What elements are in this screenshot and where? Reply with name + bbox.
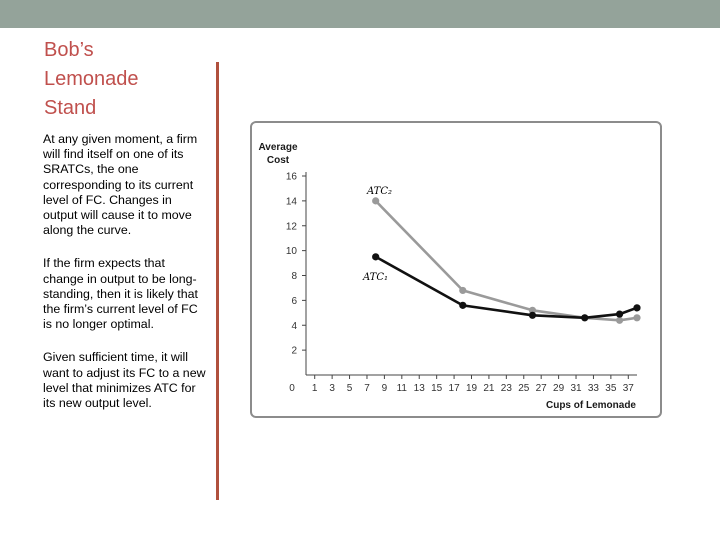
x-tick-label: 29 <box>553 383 565 394</box>
x-tick-label: 9 <box>382 383 388 394</box>
paragraph: Given sufficient time, it will want to a… <box>43 350 206 411</box>
paragraph: At any given moment, a firm will find it… <box>43 132 198 238</box>
y-tick-label: 14 <box>286 196 298 207</box>
x-tick-label: 35 <box>605 383 617 394</box>
y-axis-label-line1: Average <box>258 142 298 153</box>
x-tick-label: 37 <box>623 383 635 394</box>
x-tick-label: 31 <box>570 383 582 394</box>
x-tick-label: 11 <box>397 383 408 394</box>
x-tick-label: 19 <box>466 383 478 394</box>
title-line: Lemonade <box>44 68 139 90</box>
y-tick-label: 4 <box>291 321 297 332</box>
y-tick-label: 6 <box>291 296 297 307</box>
data-point-atc1 <box>633 304 641 312</box>
x-tick-label: 23 <box>501 383 513 394</box>
data-point-atc2 <box>615 316 624 324</box>
slide-title: Bob’s Lemonade Stand <box>44 36 204 123</box>
x-tick-label: 27 <box>536 383 548 394</box>
series-label-atc2: ATC₂ <box>366 186 392 197</box>
data-point-atc1 <box>372 253 380 261</box>
data-point-atc1 <box>615 310 624 318</box>
data-point-atc1 <box>459 301 467 309</box>
x-tick-label: 3 <box>329 383 335 394</box>
data-point-atc1 <box>528 311 537 319</box>
paragraph: If the firm expects that change in outpu… <box>43 256 198 332</box>
x-tick-label: 5 <box>347 383 353 394</box>
data-point-atc1 <box>581 314 589 322</box>
title-line: Bob’s <box>44 39 94 61</box>
y-axis-label-line2: Cost <box>267 155 290 166</box>
x-tick-label: 1 <box>312 383 318 394</box>
chart-frame <box>250 121 662 418</box>
series-line-atc2 <box>374 199 638 322</box>
x-tick-label: 17 <box>449 383 461 394</box>
y-tick-label: 8 <box>291 271 297 282</box>
data-point-atc2 <box>372 197 380 205</box>
body-text: At any given moment, a firm will find it… <box>43 132 208 429</box>
y-tick-label: 10 <box>286 246 298 257</box>
y-tick-label: 16 <box>286 172 298 183</box>
x-tick-label: 21 <box>483 383 495 394</box>
data-point-atc2 <box>459 286 467 295</box>
vertical-divider <box>216 62 219 500</box>
top-accent-bar <box>0 0 720 28</box>
x-axis-label: Cups of Lemonade <box>546 400 636 411</box>
x-tick-label: 0 <box>289 383 295 394</box>
x-tick-label: 13 <box>414 383 426 394</box>
data-point-atc2 <box>633 314 641 322</box>
y-tick-label: 2 <box>291 346 297 357</box>
x-tick-label: 25 <box>518 383 530 394</box>
title-line: Stand <box>44 97 97 119</box>
series-line-atc1 <box>375 255 638 320</box>
x-tick-label: 33 <box>588 383 600 394</box>
x-tick-label: 7 <box>364 383 370 394</box>
data-point-atc2 <box>528 306 537 314</box>
x-tick-label: 15 <box>431 383 443 394</box>
y-tick-label: 12 <box>286 221 298 232</box>
series-label-atc1: ATC₁ <box>362 272 388 283</box>
